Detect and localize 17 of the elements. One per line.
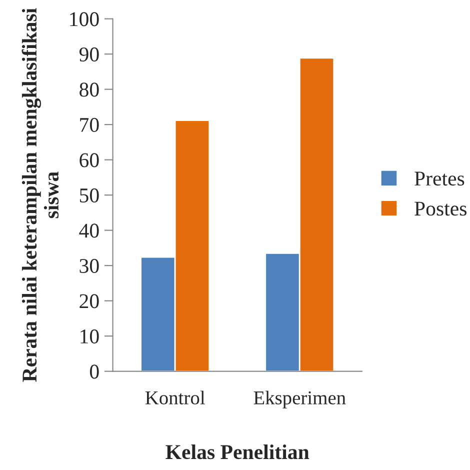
y-tick-label: 50 (80, 188, 99, 202)
y-tick-label: 80 (80, 82, 99, 97)
x-tick-label: Kontrol (145, 390, 205, 404)
y-tick-label: 10 (80, 329, 99, 344)
legend-label: Pretes (414, 172, 464, 186)
y-tick-label: 40 (79, 224, 99, 238)
y-tick-label: 20 (80, 294, 99, 308)
y-tick-label: 0 (90, 364, 99, 379)
y-tick-label: 100 (70, 12, 99, 26)
y-axis-title: Rerata nilai keterampilan mengklasifikasi siswa (22, 8, 59, 382)
y-tick-label: 90 (79, 47, 99, 62)
y-tick-label: 30 (80, 258, 99, 273)
legend-label: Postes (414, 202, 466, 216)
x-tick-label: Eksperimen (254, 390, 346, 408)
y-tick-label: 60 (80, 153, 99, 168)
y-tick-label: 70 (80, 118, 99, 132)
x-axis-title: Kelas Penelitian (166, 444, 310, 460)
